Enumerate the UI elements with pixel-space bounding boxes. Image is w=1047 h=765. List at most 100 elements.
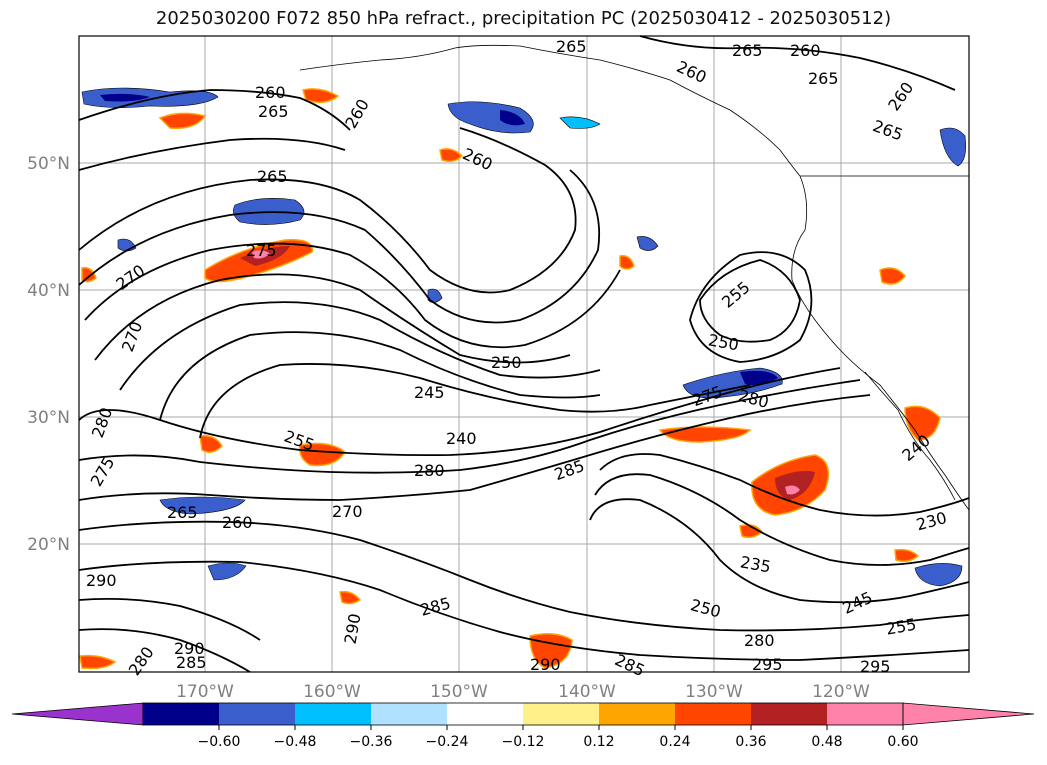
longitude-labels: 170°W 160°W 150°W 140°W 130°W 120°W: [176, 682, 870, 702]
contour-label: 260: [255, 83, 286, 102]
precip-patch-neg: [500, 110, 525, 126]
contour-label: 270: [332, 502, 363, 521]
contour-line: [78, 394, 871, 501]
contour-line: [78, 628, 251, 673]
colorbar-bin: [827, 703, 904, 725]
colorbar-tick-label: 0.48: [811, 734, 842, 750]
precip-patch-pos: [79, 654, 117, 670]
map-area: 265 260 265 260 260 265 260 265 265 260 …: [78, 35, 970, 680]
contour-label: 285: [176, 653, 207, 672]
colorbar-tick-label: 0.36: [735, 734, 766, 750]
colorbar-under-arrow: [11, 702, 144, 726]
contour-label: 260: [222, 513, 253, 532]
lon-label-150w: 150°W: [430, 682, 488, 702]
precip-patch-pos: [199, 434, 223, 453]
precip-patch-pos: [879, 267, 906, 285]
precip-patch-pos: [298, 442, 346, 467]
contour-line: [84, 242, 621, 349]
coastline-baja: [864, 371, 956, 501]
precip-patch-neg: [914, 563, 963, 587]
contour-line: [78, 597, 261, 641]
contour-line: [78, 89, 351, 131]
precip-patch-neg: [159, 496, 246, 515]
coastlines: [299, 44, 970, 511]
colorbar-tick-label: 0.24: [659, 734, 690, 750]
colorbar-bins: [143, 703, 904, 725]
colorbar-bin: [219, 703, 296, 725]
contour-line: [589, 498, 970, 604]
precip-patch-pos: [339, 590, 362, 605]
precip-patch-pos: [529, 633, 573, 669]
precip-patch-pos: [894, 548, 920, 563]
lon-label-130w: 130°W: [685, 682, 743, 702]
precip-patch-pos: [158, 112, 207, 129]
contour-label: 290: [86, 571, 117, 590]
colorbar-bin: [295, 703, 372, 725]
contour-line: [599, 453, 970, 517]
colorbar-tick-label: −0.36: [350, 734, 393, 750]
precip-patch-neg: [427, 288, 443, 303]
map-title: 2025030200 F072 850 hPa refract., precip…: [155, 8, 892, 29]
contour-line: [199, 363, 751, 439]
precip-patch-neg: [636, 236, 659, 251]
colorbar-tick-label: −0.24: [426, 734, 469, 750]
colorbar-bin: [447, 703, 524, 725]
colorbar-bin: [675, 703, 752, 725]
contour-line: [78, 560, 970, 661]
contour-line: [78, 169, 601, 324]
contour-label: 260: [790, 41, 821, 60]
precip-patch-pos: [785, 485, 800, 495]
contour-line: [119, 301, 601, 391]
contour-line: [159, 331, 601, 421]
colorbar: −0.60 −0.48 −0.36 −0.24 −0.12 0.12 0.24 0.36 0.4…: [11, 702, 1035, 750]
precip-patch-neg: [447, 101, 534, 134]
precip-patch-pos: [302, 88, 340, 103]
contour-label: 265: [808, 69, 839, 88]
contour-label: 265: [167, 503, 198, 522]
colorbar-bin: [143, 703, 220, 725]
contour-line: [78, 367, 841, 457]
colorbar-over-arrow: [902, 702, 1035, 726]
precip-patch-pos: [658, 426, 752, 443]
precip-patch-neg: [207, 562, 247, 581]
colorbar-bin: [751, 703, 828, 725]
contour-label: 290: [174, 639, 205, 658]
precip-patch-neg: [939, 127, 966, 167]
refractivity-contours: [78, 35, 970, 673]
colorbar-tick-label: −0.48: [274, 734, 317, 750]
latitude-labels: 50°N 40°N 30°N 20°N: [27, 154, 70, 555]
contour-line: [639, 35, 956, 91]
map-frame: [78, 35, 970, 673]
coastline-alaska: [299, 44, 801, 177]
colorbar-tick-labels: −0.60 −0.48 −0.36 −0.24 −0.12 0.12 0.24 0.36 0.4…: [198, 734, 919, 750]
contour-line: [78, 520, 970, 632]
lon-label-140w: 140°W: [558, 682, 616, 702]
colorbar-tick-label: −0.60: [198, 734, 241, 750]
contour-label: 265: [258, 102, 289, 121]
coastline-north-america: [791, 175, 970, 511]
contour-label: 295: [752, 655, 783, 674]
lat-label-50n: 50°N: [27, 154, 70, 174]
colorbar-tick-label: 0.60: [887, 734, 918, 750]
lon-label-160w: 160°W: [303, 682, 361, 702]
contour-label: 280: [744, 631, 775, 650]
precip-patch-pos: [904, 405, 941, 441]
lat-label-40n: 40°N: [27, 281, 70, 301]
contour-label: 265: [257, 167, 288, 186]
colorbar-tick-marks: [218, 725, 904, 730]
contour-line: [78, 379, 861, 474]
contour-label: 275: [246, 241, 277, 260]
contour-label: 250: [491, 353, 522, 372]
precip-patch-pos: [775, 470, 815, 500]
contour-line: [594, 473, 970, 566]
contour-line: [699, 259, 801, 343]
lon-label-170w: 170°W: [176, 682, 234, 702]
precip-patch-pos: [439, 148, 464, 163]
lon-label-120w: 120°W: [812, 682, 870, 702]
contour-label: 265: [732, 41, 763, 60]
contour-label: 280: [414, 461, 445, 480]
precip-patch-neg: [559, 116, 601, 129]
precip-patch-pos: [252, 250, 270, 259]
